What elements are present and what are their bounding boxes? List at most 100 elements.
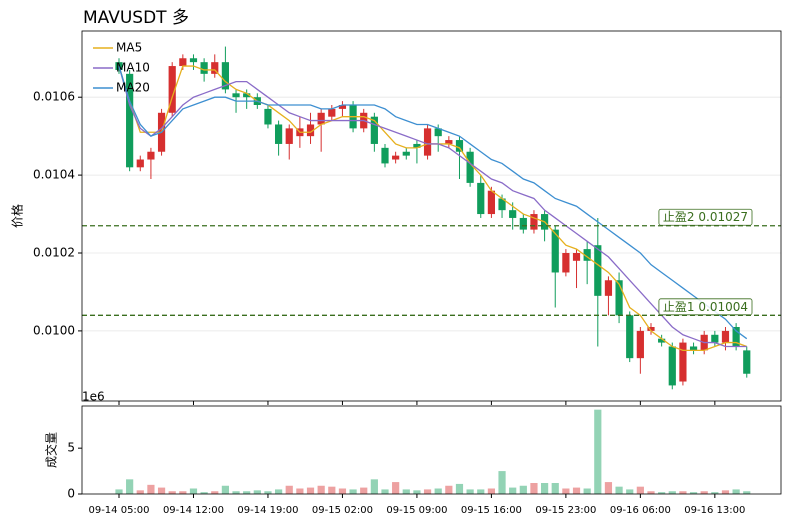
volume-bar: [583, 488, 591, 494]
volume-bar: [328, 486, 336, 494]
volume-bar: [498, 471, 506, 494]
volume-bar: [647, 491, 655, 494]
x-tick-label: 09-15 02:00: [312, 505, 373, 516]
candle-body: [445, 140, 453, 144]
volume-bar: [168, 491, 176, 494]
volume-bar: [253, 490, 261, 494]
candle-body: [530, 214, 538, 230]
candle-body: [381, 147, 389, 164]
volume-bar: [551, 483, 559, 494]
volume-bar: [179, 491, 187, 494]
volume-bar: [658, 492, 666, 494]
volume-bar: [455, 483, 464, 494]
legend-label: MA20: [116, 81, 150, 95]
candle-body: [626, 315, 634, 359]
candle-body: [179, 58, 187, 67]
volume-bar: [615, 486, 623, 494]
candle-body: [647, 327, 655, 331]
volume-bar: [721, 490, 730, 494]
volume-bar: [402, 489, 410, 494]
candle-body: [200, 62, 208, 74]
x-tick-label: 09-14 12:00: [163, 505, 224, 516]
volume-bar: [626, 489, 634, 494]
candle-body: [551, 229, 559, 273]
volume-bar: [275, 489, 283, 494]
volume-bar: [349, 489, 357, 494]
candle-body: [413, 143, 421, 148]
candle-body: [189, 58, 198, 63]
y-tick-label: 0.0104: [33, 168, 75, 182]
volume-bar: [211, 491, 219, 494]
volume-bar: [243, 491, 251, 494]
candle-body: [423, 128, 432, 156]
volume-bar: [562, 488, 570, 494]
volume-bar: [636, 486, 644, 494]
y-tick-label: 0.0102: [33, 246, 75, 260]
volume-bar: [711, 492, 719, 494]
volume-bar: [530, 483, 538, 494]
chart-title: MAVUSDT 多: [83, 8, 189, 28]
volume-bar: [413, 490, 421, 494]
candle-body: [679, 342, 687, 382]
volume-bar: [604, 482, 613, 494]
candle-body: [572, 253, 581, 261]
candle-body: [562, 253, 570, 273]
volume-bar: [541, 483, 549, 494]
candle-body: [434, 128, 442, 137]
x-tick-label: 09-15 09:00: [386, 505, 447, 516]
volume-bar: [232, 491, 240, 494]
volume-bar: [679, 491, 687, 494]
plot-frame: [81, 30, 782, 402]
ma-line: [118, 65, 747, 348]
volume-bar: [668, 491, 676, 494]
candle-body: [285, 128, 293, 144]
volume-bar: [306, 487, 315, 494]
candle-body: [594, 245, 602, 296]
candle-body: [232, 93, 240, 98]
x-tick-label: 09-14 19:00: [237, 505, 298, 516]
legend-label: MA10: [116, 61, 150, 75]
x-tick-label: 09-16 06:00: [610, 505, 671, 516]
candle-body: [689, 346, 698, 351]
y-axis-label: 价格: [10, 204, 25, 228]
volume-bar: [147, 484, 155, 494]
candle-body: [455, 140, 464, 152]
candle-body: [477, 182, 485, 215]
volume-bar: [732, 489, 740, 494]
target-label: 止盈2 0.01027: [663, 210, 748, 224]
volume-bar: [189, 488, 198, 494]
volume-bar: [700, 491, 708, 494]
candle-body: [487, 190, 495, 215]
candle-body: [243, 93, 251, 98]
volume-bar: [296, 488, 304, 494]
target-label-box: [658, 208, 753, 226]
candle-body: [604, 280, 613, 296]
volume-bar: [360, 487, 368, 494]
volume-frame: [81, 405, 782, 495]
x-tick-label: 09-15 16:00: [461, 505, 522, 516]
volume-bar: [445, 485, 453, 494]
candle-body: [721, 330, 730, 343]
ma-line: [118, 65, 748, 340]
candle-body: [519, 217, 527, 230]
y-tick-label: 0.0106: [33, 90, 75, 104]
volume-bar: [477, 489, 485, 494]
candle-body: [668, 346, 676, 386]
volume-y-tick-label: 5: [67, 441, 75, 455]
candle-body: [264, 108, 272, 125]
candle-body: [498, 198, 506, 211]
volume-bar: [487, 488, 495, 494]
candle-body: [711, 334, 719, 343]
volume-bar: [689, 492, 698, 494]
candle-body: [317, 112, 325, 125]
candle-body: [275, 124, 283, 144]
volume-bar: [370, 479, 378, 494]
candle-body: [370, 116, 378, 144]
candle-body: [147, 151, 155, 160]
candle-body: [211, 62, 219, 74]
candle-body: [392, 155, 400, 160]
volume-bar: [381, 489, 389, 494]
volume-y-tick-label: 0: [67, 487, 75, 501]
candle-body: [743, 350, 751, 374]
